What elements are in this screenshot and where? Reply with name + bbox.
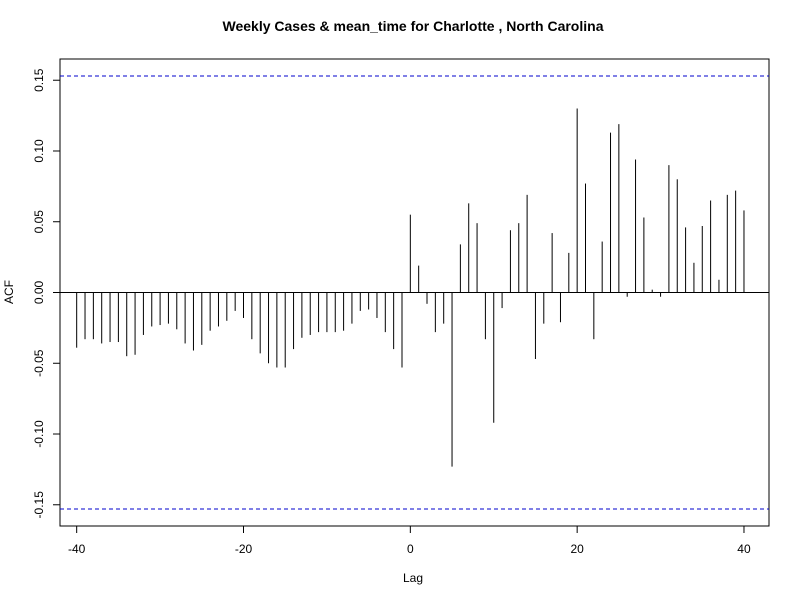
chart-title: Weekly Cases & mean_time for Charlotte ,… bbox=[223, 18, 604, 34]
x-tick-label: -20 bbox=[235, 542, 253, 556]
y-tick-label: -0.05 bbox=[32, 349, 46, 377]
y-tick-label: -0.10 bbox=[32, 420, 46, 448]
x-tick-label: 0 bbox=[407, 542, 414, 556]
y-tick-label: -0.15 bbox=[32, 491, 46, 519]
x-tick-label: 20 bbox=[570, 542, 584, 556]
y-tick-label: 0.10 bbox=[32, 139, 46, 163]
y-tick-label: 0.00 bbox=[32, 280, 46, 304]
y-tick-label: 0.05 bbox=[32, 210, 46, 234]
y-tick-label: 0.15 bbox=[32, 68, 46, 92]
y-axis-label: ACF bbox=[2, 280, 16, 304]
x-tick-label: 40 bbox=[737, 542, 751, 556]
x-tick-label: -40 bbox=[68, 542, 86, 556]
x-axis-label: Lag bbox=[403, 571, 423, 585]
plot-area: -40 -20 0 20 40 -0.15 -0.10 -0.05 0.00 0.05 0.10 0.… bbox=[32, 58, 770, 556]
